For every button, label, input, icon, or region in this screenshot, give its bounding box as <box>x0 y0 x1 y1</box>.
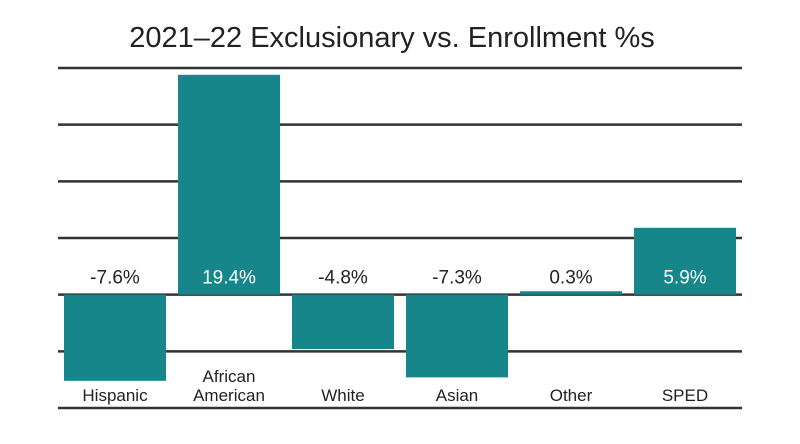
data-label: 19.4% <box>202 268 256 289</box>
data-label: -7.6% <box>90 268 140 289</box>
bar <box>519 291 623 295</box>
category-label: Hispanic <box>82 386 148 405</box>
category-label: American <box>193 386 265 405</box>
category-label: White <box>321 386 364 405</box>
bars <box>63 74 737 381</box>
bar <box>291 294 395 350</box>
chart-title: 2021–22 Exclusionary vs. Enrollment %s <box>129 22 654 54</box>
data-label: 5.9% <box>663 268 706 289</box>
bar <box>405 294 509 378</box>
data-label: -4.8% <box>318 268 368 289</box>
category-label: SPED <box>662 386 708 405</box>
gridlines <box>58 66 742 410</box>
category-label: Asian <box>436 386 479 405</box>
bar <box>633 227 737 295</box>
bar <box>177 74 281 295</box>
data-labels: -7.6% 19.4% -4.8% -7.3% 0.3% 5.9% <box>90 268 707 289</box>
data-label: 0.3% <box>549 268 592 289</box>
category-label: Other <box>550 386 593 405</box>
data-label: -7.3% <box>432 268 482 289</box>
bar <box>63 294 167 381</box>
category-label: African <box>203 367 256 386</box>
